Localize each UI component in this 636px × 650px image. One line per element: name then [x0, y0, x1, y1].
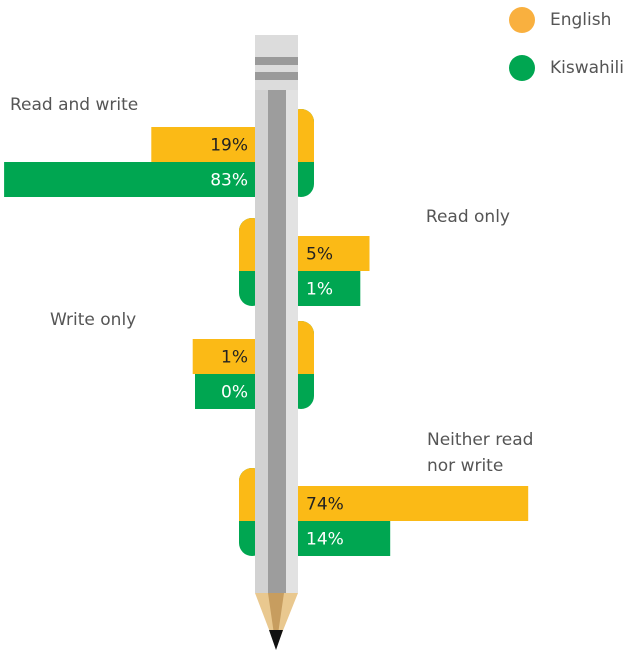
bar	[151, 127, 255, 162]
pencil-wood	[268, 593, 284, 648]
pencil-band	[255, 57, 298, 65]
legend-label: English	[550, 10, 611, 30]
value-label: 14%	[306, 530, 344, 550]
bar	[298, 486, 529, 521]
bar	[298, 236, 370, 271]
value-label: 19%	[210, 136, 248, 156]
value-label: 74%	[306, 495, 344, 515]
category-label: Neither read nor write	[427, 430, 534, 476]
pencil-band	[255, 72, 298, 80]
pencil-body	[286, 88, 298, 593]
value-label: 1%	[306, 280, 333, 300]
category-label: Read only	[425, 207, 510, 227]
bar	[4, 162, 255, 197]
pencil-lead	[269, 630, 283, 650]
bar	[298, 521, 391, 556]
value-label: 5%	[306, 245, 333, 265]
value-label: 83%	[210, 171, 248, 191]
value-label: 0%	[221, 383, 248, 403]
pencil-body	[268, 88, 286, 593]
bar	[192, 339, 255, 374]
legend-label: Kiswahili	[550, 58, 624, 78]
bar	[298, 271, 361, 306]
legend-swatch	[509, 55, 535, 81]
category-label: Write only	[50, 310, 137, 330]
legend-swatch	[509, 7, 535, 33]
value-label: 1%	[221, 348, 248, 368]
category-label: Read and write	[10, 95, 139, 115]
bar	[195, 374, 255, 409]
